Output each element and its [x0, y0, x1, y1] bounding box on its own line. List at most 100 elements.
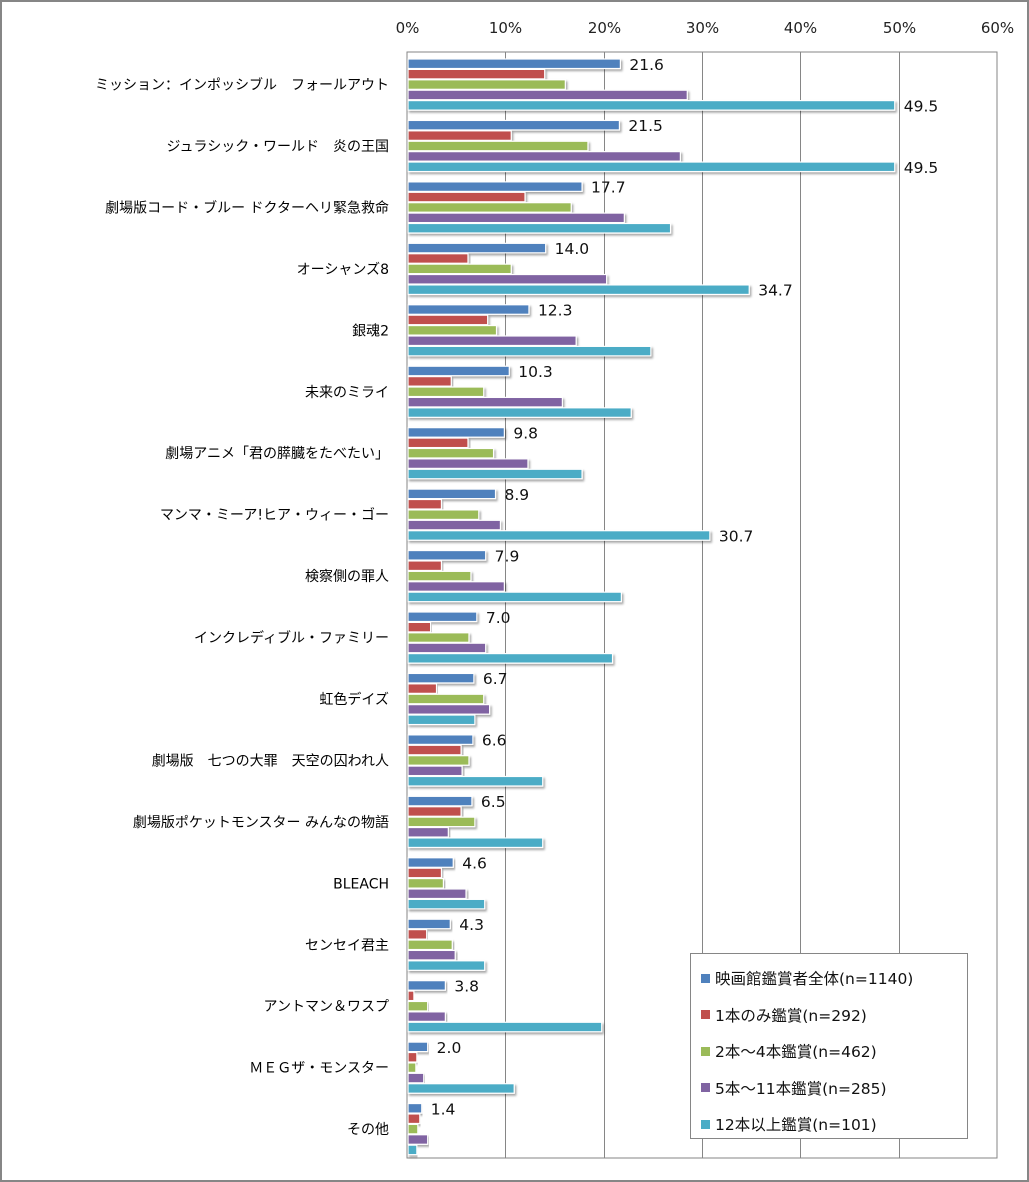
data-label: 49.5: [904, 159, 939, 177]
data-label: 34.7: [758, 282, 793, 300]
category-label: ミッション：インポッシブル フォールアウト: [95, 77, 389, 94]
bar: [407, 468, 583, 480]
bar: [407, 1072, 425, 1084]
bar: [407, 857, 454, 868]
bar: [407, 140, 589, 152]
bar: [407, 242, 547, 254]
x-tick-label: 50%: [883, 19, 916, 37]
bar: [407, 68, 546, 80]
bar: [407, 89, 688, 101]
bar: [407, 621, 432, 633]
data-label: 6.7: [483, 670, 508, 688]
bar: [407, 376, 452, 387]
x-axis-ticks: 0% 10% 20% 30% 40% 50% 60%: [396, 19, 1015, 37]
category-label: 未来のミライ: [305, 385, 389, 401]
legend-label: 2本～4本鑑賞(n=462): [715, 1043, 877, 1062]
category-label: センセイ君主: [305, 938, 389, 954]
data-label: 14.0: [555, 240, 590, 258]
category-label: ジュラシック・ワールド 炎の王国: [167, 139, 389, 155]
data-label: 6.5: [481, 793, 506, 811]
legend-label: 12本以上鑑賞(n=101): [715, 1116, 877, 1135]
data-label: 17.7: [591, 179, 626, 197]
bar: [407, 324, 498, 336]
bar: [407, 990, 415, 1002]
bar: [407, 509, 480, 521]
legend-swatch-icon: [701, 973, 710, 983]
bar: [407, 683, 438, 694]
x-tick-label: 0%: [396, 19, 420, 37]
data-label: 1.4: [431, 1100, 456, 1118]
category-label: 銀魂2: [352, 323, 389, 339]
bar: [407, 765, 463, 777]
bar: [407, 918, 451, 930]
bar: [407, 58, 621, 70]
category-label: インクレディブル・ファミリー: [194, 630, 389, 647]
category-label: マンマ・ミーア!ヒア・ウィー・ゴー: [160, 507, 389, 524]
bar: [407, 1123, 419, 1135]
bar: [407, 212, 625, 224]
bar: [407, 222, 672, 234]
bar: [407, 888, 467, 900]
x-tick-label: 60%: [981, 19, 1014, 37]
data-label: 7.9: [495, 547, 520, 565]
bar: [407, 151, 681, 162]
bar: [407, 837, 544, 849]
x-tick-label: 10%: [489, 19, 522, 37]
category-label: ＭＥＧザ・モンスター: [249, 1061, 389, 1077]
bar: [407, 1134, 429, 1145]
bar: [407, 570, 472, 582]
bar: [407, 1021, 603, 1033]
legend-swatch-icon: [701, 1046, 710, 1056]
legend-swatch-icon: [701, 1010, 710, 1020]
x-tick-label: 30%: [686, 19, 719, 37]
category-label: 劇場版 七つの大罪 天空の囚われ人: [152, 753, 389, 769]
data-label: 2.0: [437, 1039, 462, 1057]
bar: [407, 581, 505, 592]
bar: [407, 867, 443, 879]
bar: [407, 1041, 429, 1053]
bar: [407, 530, 711, 541]
bar: [407, 1102, 423, 1114]
bar: [407, 755, 470, 766]
category-label: 劇場版コード・ブルー ドクターヘリ緊急救命: [105, 199, 389, 216]
legend-swatch-icon: [701, 1119, 710, 1129]
category-label: BLEACH: [333, 876, 389, 892]
data-label: 12.3: [538, 302, 573, 320]
bar: [407, 949, 456, 961]
bar: [407, 161, 896, 173]
bar: [407, 202, 572, 213]
bar: [407, 488, 497, 500]
bar: [407, 335, 577, 347]
bar: [407, 826, 449, 838]
bar: [407, 980, 446, 991]
data-label: 21.5: [628, 117, 663, 135]
bar: [407, 119, 621, 131]
bar: [407, 79, 566, 90]
data-label: 49.5: [904, 97, 939, 115]
bar: [407, 642, 487, 654]
bar: [407, 458, 529, 469]
data-label: 9.8: [513, 424, 538, 442]
bar: [407, 1083, 515, 1094]
bar: [407, 396, 563, 408]
bar: [407, 652, 614, 664]
bar: [407, 498, 443, 510]
bar: [407, 407, 632, 418]
bar: [407, 1000, 429, 1012]
data-label: 4.6: [462, 855, 487, 873]
data-label: 8.9: [505, 486, 530, 504]
legend-item: 映画館鑑賞者全体(n=1140): [701, 960, 967, 997]
category-label: オーシャンズ8: [297, 262, 389, 278]
legend-item: 12本以上鑑賞(n=101): [701, 1106, 967, 1143]
bar: [407, 130, 512, 141]
bar: [407, 365, 510, 377]
bar: [407, 191, 526, 203]
data-label: 10.3: [518, 363, 553, 381]
bar: [407, 806, 462, 817]
bar: [407, 775, 544, 787]
bar: [407, 877, 445, 889]
legend-label: 1本のみ鑑賞(n=292): [715, 1006, 867, 1025]
bar: [407, 704, 491, 715]
